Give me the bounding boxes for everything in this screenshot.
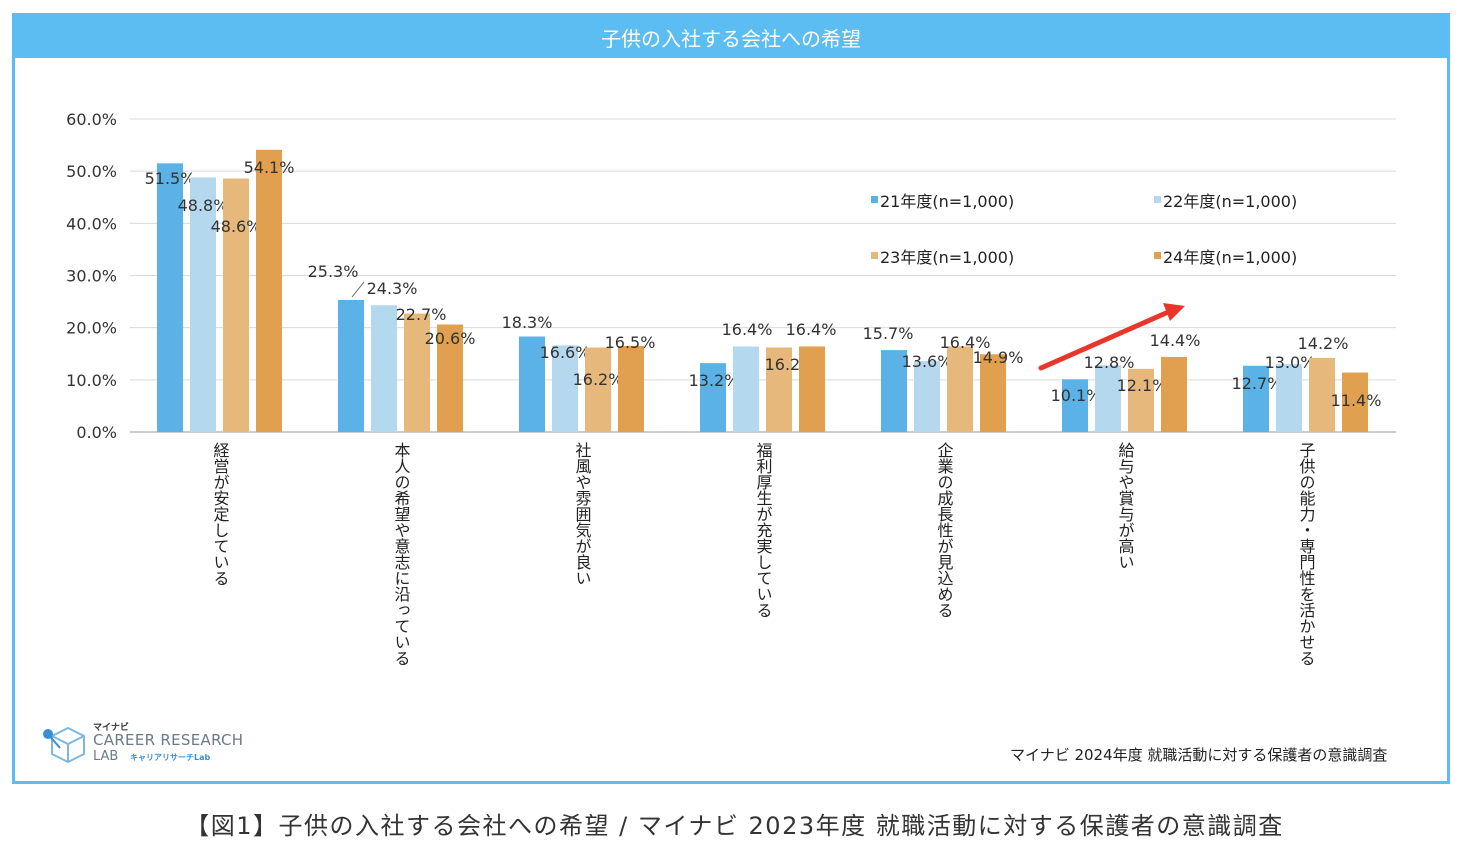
career-research-lab-logo: マイナビ CAREER RESEARCH LAB キャリアリサーチLab bbox=[40, 720, 260, 770]
legend-swatch bbox=[871, 196, 878, 203]
figure-caption: 【図1】子供の入社する会社への希望 / マイナビ 2023年度 就職活動に対する… bbox=[185, 812, 1284, 840]
trend-arrow-icon bbox=[1163, 303, 1185, 321]
chart-frame: 子供の入社する会社への希望 bbox=[12, 13, 1450, 784]
x-category-label: 子供の能力・専門性を活かせる bbox=[1297, 442, 1316, 666]
y-tick-label: 30.0% bbox=[66, 267, 117, 286]
y-tick-label: 50.0% bbox=[66, 162, 117, 181]
bar bbox=[618, 345, 644, 432]
x-category-label: 企業の成長性が見込める bbox=[935, 442, 954, 618]
data-label: 20.6% bbox=[425, 329, 476, 348]
y-tick-label: 40.0% bbox=[66, 214, 117, 233]
data-label: 12.1% bbox=[1117, 376, 1168, 395]
bar bbox=[519, 336, 545, 432]
bar bbox=[1309, 357, 1335, 432]
data-label: 54.1% bbox=[244, 158, 295, 177]
bar bbox=[881, 350, 907, 432]
x-category-label: 経営が安定している bbox=[211, 442, 230, 586]
bar bbox=[585, 347, 611, 432]
data-label: 48.8% bbox=[178, 196, 229, 215]
data-label: 18.3% bbox=[502, 313, 553, 332]
bar bbox=[552, 345, 578, 432]
bar bbox=[371, 305, 397, 432]
data-label: 12.8% bbox=[1084, 353, 1135, 372]
bar bbox=[766, 347, 792, 432]
label-leader-line bbox=[351, 281, 365, 298]
x-category-label: 給与や賞与が高い bbox=[1116, 442, 1135, 570]
data-label: 24.3% bbox=[367, 279, 418, 298]
bar bbox=[404, 313, 430, 432]
bar bbox=[799, 346, 825, 432]
data-label: 51.5% bbox=[145, 169, 196, 188]
logo-lab-text: LAB bbox=[93, 749, 119, 764]
bar bbox=[223, 178, 249, 432]
logo-brand: マイナビ bbox=[93, 723, 129, 733]
x-category-label: 福利厚生が充実している bbox=[754, 442, 773, 618]
logo-kana-text: キャリアリサーチLab bbox=[130, 753, 211, 762]
bar bbox=[1161, 356, 1187, 432]
bar bbox=[1243, 365, 1269, 432]
bar bbox=[980, 354, 1006, 432]
legend-swatch bbox=[1154, 252, 1161, 259]
y-tick-label: 20.0% bbox=[66, 319, 117, 338]
data-label: 16.5% bbox=[605, 333, 656, 352]
data-label: 15.7% bbox=[863, 324, 914, 343]
y-tick-label: 60.0% bbox=[66, 110, 117, 129]
bar bbox=[190, 177, 216, 432]
data-label: 14.9% bbox=[973, 348, 1024, 367]
bar bbox=[700, 363, 726, 432]
bar bbox=[947, 346, 973, 432]
trend-arrow-shaft bbox=[1038, 310, 1169, 371]
y-tick-label: 0.0% bbox=[76, 423, 117, 442]
data-label: 14.4% bbox=[1150, 331, 1201, 350]
chart-title: 子供の入社する会社への希望 bbox=[15, 16, 1447, 58]
data-label: 13.0% bbox=[1265, 353, 1316, 372]
data-label: 11.4% bbox=[1331, 391, 1382, 410]
bar bbox=[437, 324, 463, 432]
bar bbox=[733, 346, 759, 432]
legend-label: 24年度(n=1,000) bbox=[1163, 248, 1297, 267]
cube-logo-icon bbox=[43, 726, 85, 764]
data-label: 16.4% bbox=[786, 320, 837, 339]
source-note: マイナビ 2024年度 就職活動に対する保護者の意識調査 bbox=[1010, 746, 1388, 764]
bar bbox=[1342, 372, 1368, 432]
bar bbox=[1128, 368, 1154, 432]
x-category-label: 社風や雰囲気が良い bbox=[573, 442, 592, 586]
data-label: 13.6% bbox=[902, 352, 953, 371]
bar bbox=[914, 361, 940, 432]
bar bbox=[256, 149, 282, 433]
bar bbox=[1062, 379, 1088, 432]
data-label: 22.7% bbox=[396, 305, 447, 324]
legend-label: 22年度(n=1,000) bbox=[1163, 192, 1297, 211]
data-label: 16.6% bbox=[540, 343, 591, 362]
legend-label: 21年度(n=1,000) bbox=[880, 192, 1014, 211]
logo-main-text: CAREER RESEARCH bbox=[93, 731, 244, 749]
data-label: 16.4% bbox=[940, 333, 991, 352]
data-label: 25.3% bbox=[308, 262, 359, 281]
x-category-label: 本人の希望や意志に沿っている bbox=[392, 442, 411, 666]
bar bbox=[1276, 364, 1302, 432]
bar bbox=[157, 163, 183, 432]
y-tick-label: 10.0% bbox=[66, 371, 117, 390]
bar bbox=[1095, 365, 1121, 432]
data-label: 12.7% bbox=[1232, 374, 1283, 393]
data-label: 16.4% bbox=[722, 320, 773, 339]
data-label: 10.1% bbox=[1051, 386, 1102, 405]
data-label: 16.2% bbox=[573, 370, 624, 389]
bar bbox=[338, 300, 364, 432]
data-label: 13.2% bbox=[689, 371, 740, 390]
data-label: 14.2% bbox=[1298, 334, 1349, 353]
legend-swatch bbox=[871, 252, 878, 259]
data-label: 48.6% bbox=[211, 217, 262, 236]
legend-label: 23年度(n=1,000) bbox=[880, 248, 1014, 267]
legend-swatch bbox=[1154, 196, 1161, 203]
